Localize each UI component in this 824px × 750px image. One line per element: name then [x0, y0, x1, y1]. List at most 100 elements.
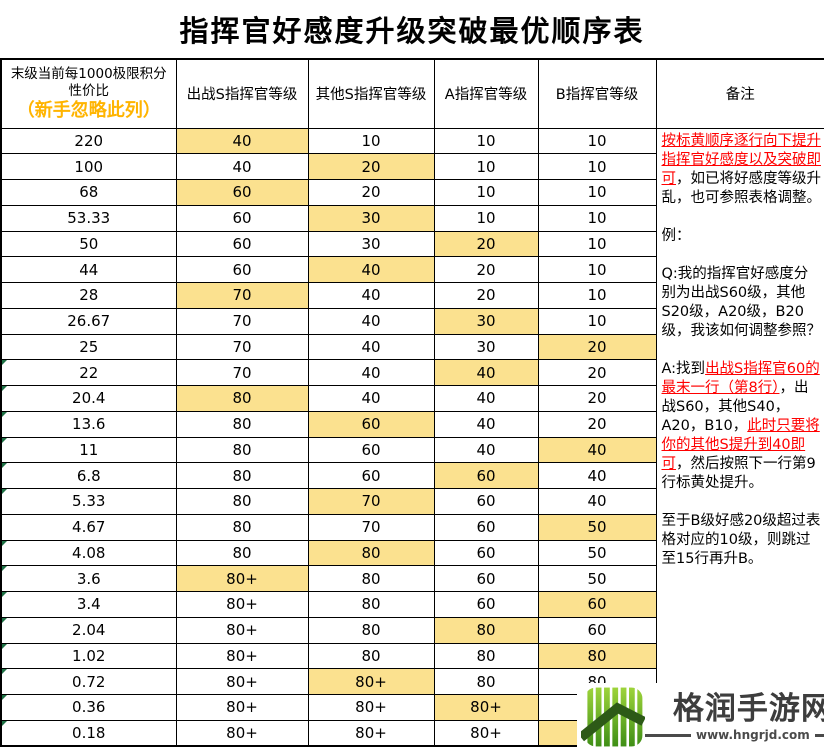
ratio-cell: 1.02 [0, 642, 177, 670]
level-cell-a: 20 [433, 230, 539, 258]
remarks-paragraph: 例： [662, 227, 823, 246]
site-logo-icon [581, 687, 645, 746]
table-row: 50 60 30 20 10 [0, 230, 824, 258]
level-cell-s-other: 10 [307, 127, 435, 155]
remarks-paragraph: Q:我的指挥官好感度分别为出战S60级，其他S20级，A20级，B20级，我该如… [662, 265, 823, 341]
ratio-cell: 6.8 [0, 462, 177, 489]
col-header-ratio: 末级当前每1000极限积分 性价比 （新手忽略此列） [0, 58, 177, 129]
divider-line [814, 733, 824, 737]
watermark: 格润手游网 www.hngrjd.com [577, 683, 824, 750]
level-cell-b: 40 [537, 488, 657, 515]
level-cell-a: 10 [433, 127, 539, 155]
level-cell-b: 10 [537, 282, 657, 309]
level-cell-s-other: 20 [307, 179, 435, 206]
ratio-cell: 5.33 [0, 488, 177, 515]
ratio-cell: 68 [0, 179, 177, 206]
level-cell-s-other: 60 [307, 436, 435, 464]
level-cell-s-active: 80 [175, 436, 309, 464]
table-row: 53.33 60 30 10 10 [0, 204, 824, 232]
level-cell-s-other: 60 [307, 462, 435, 489]
level-cell-s-active: 80 [175, 462, 309, 489]
level-cell-s-other: 80+ [307, 694, 435, 721]
level-cell-s-other: 80 [307, 539, 435, 567]
level-cell-b: 60 [537, 591, 657, 618]
col-header-s-other: 其他S指挥官等级 [307, 58, 435, 129]
remarks-text: 此时只要将你的其他S提升到40即可 [661, 417, 820, 472]
ratio-cell: 100 [0, 153, 177, 180]
level-cell-b: 50 [537, 513, 657, 541]
level-cell-b: 10 [537, 127, 657, 155]
level-cell-a: 60 [433, 565, 539, 592]
level-cell-b: 20 [537, 410, 657, 438]
remarks-text: 至于B级好感20级超过表格对应的10级，则跳过至15行再升B。 [661, 512, 821, 567]
level-cell-a: 10 [433, 153, 539, 180]
level-cell-a: 40 [433, 436, 539, 464]
ratio-cell: 0.18 [0, 719, 177, 747]
level-cell-s-other: 40 [307, 333, 435, 361]
error-flag-icon [2, 360, 7, 366]
level-cell-b: 20 [537, 333, 657, 361]
level-cell-s-other: 80 [307, 565, 435, 592]
level-cell-s-other: 30 [307, 204, 435, 232]
level-cell-s-active: 80+ [175, 668, 309, 695]
remarks-paragraph: 至于B级好感20级超过表格对应的10级，则跳过至15行再升B。 [662, 512, 823, 569]
col-header-s-active: 出战S指挥官等级 [175, 58, 309, 129]
error-flag-icon [2, 669, 7, 675]
table-row: 100 40 20 10 10 [0, 153, 824, 180]
level-cell-b: 50 [537, 565, 657, 592]
remarks-text: ，然后按照下一行第9行标黄处提升。 [661, 455, 816, 491]
ratio-cell: 26.67 [0, 307, 177, 335]
ratio-cell: 4.08 [0, 539, 177, 567]
table-row: 68 60 20 10 10 [0, 179, 824, 206]
level-cell-s-active: 80+ [175, 694, 309, 721]
level-cell-a: 10 [433, 204, 539, 232]
ratio-cell: 3.6 [0, 565, 177, 592]
table-row: 44 60 40 20 10 [0, 256, 824, 283]
level-cell-s-active: 80 [175, 385, 309, 412]
level-cell-s-other: 80+ [307, 719, 435, 747]
ratio-cell: 44 [0, 256, 177, 283]
level-cell-a: 80 [433, 668, 539, 695]
level-cell-s-active: 80 [175, 513, 309, 541]
level-cell-s-other: 60 [307, 410, 435, 438]
level-cell-b: 20 [537, 385, 657, 412]
level-cell-s-active: 80 [175, 539, 309, 567]
remarks-paragraph: A:找到出战S指挥官60的最末一行（第8行），出战S60，其他S40，A20，B… [662, 360, 823, 493]
level-cell-s-active: 60 [175, 230, 309, 258]
ratio-cell: 53.33 [0, 204, 177, 232]
level-cell-s-other: 80 [307, 616, 435, 644]
table-row: 3.6 80+ 80 60 50 [0, 565, 824, 592]
level-cell-a: 10 [433, 179, 539, 206]
remarks-text: 例： [661, 227, 691, 244]
level-cell-s-active: 60 [175, 256, 309, 283]
ratio-cell: 13.6 [0, 410, 177, 438]
level-cell-s-active: 80+ [175, 565, 309, 592]
error-flag-icon [2, 566, 7, 572]
level-cell-s-active: 40 [175, 127, 309, 155]
error-flag-icon [2, 695, 7, 700]
level-cell-s-active: 70 [175, 282, 309, 309]
level-cell-b: 60 [537, 616, 657, 644]
error-flag-icon [2, 386, 7, 391]
error-flag-icon [2, 463, 7, 469]
level-cell-a: 30 [433, 307, 539, 335]
col-header-b: B指挥官等级 [537, 58, 657, 129]
level-cell-b: 10 [537, 204, 657, 232]
remarks-text: ，如已将好感度等级升乱，也可参照表格调整。 [661, 170, 822, 206]
level-cell-s-other: 40 [307, 256, 435, 283]
level-cell-a: 60 [433, 462, 539, 489]
remarks-cell: 按标黄顺序逐行向下提升指挥官好感度以及突破即可，如已将好感度等级升乱，也可参照表… [655, 127, 824, 747]
error-flag-icon [2, 412, 7, 417]
level-cell-s-active: 80 [175, 488, 309, 515]
level-cell-s-active: 80 [175, 410, 309, 438]
level-cell-a: 40 [433, 359, 539, 386]
level-cell-b: 40 [537, 462, 657, 489]
table-row: 11 80 60 40 40 [0, 436, 824, 464]
level-cell-b: 10 [537, 307, 657, 335]
level-cell-s-active: 60 [175, 179, 309, 206]
level-cell-a: 80+ [433, 694, 539, 721]
col-header-remark: 备注 [655, 58, 824, 129]
col-header-a: A指挥官等级 [433, 58, 539, 129]
level-cell-a: 30 [433, 333, 539, 361]
